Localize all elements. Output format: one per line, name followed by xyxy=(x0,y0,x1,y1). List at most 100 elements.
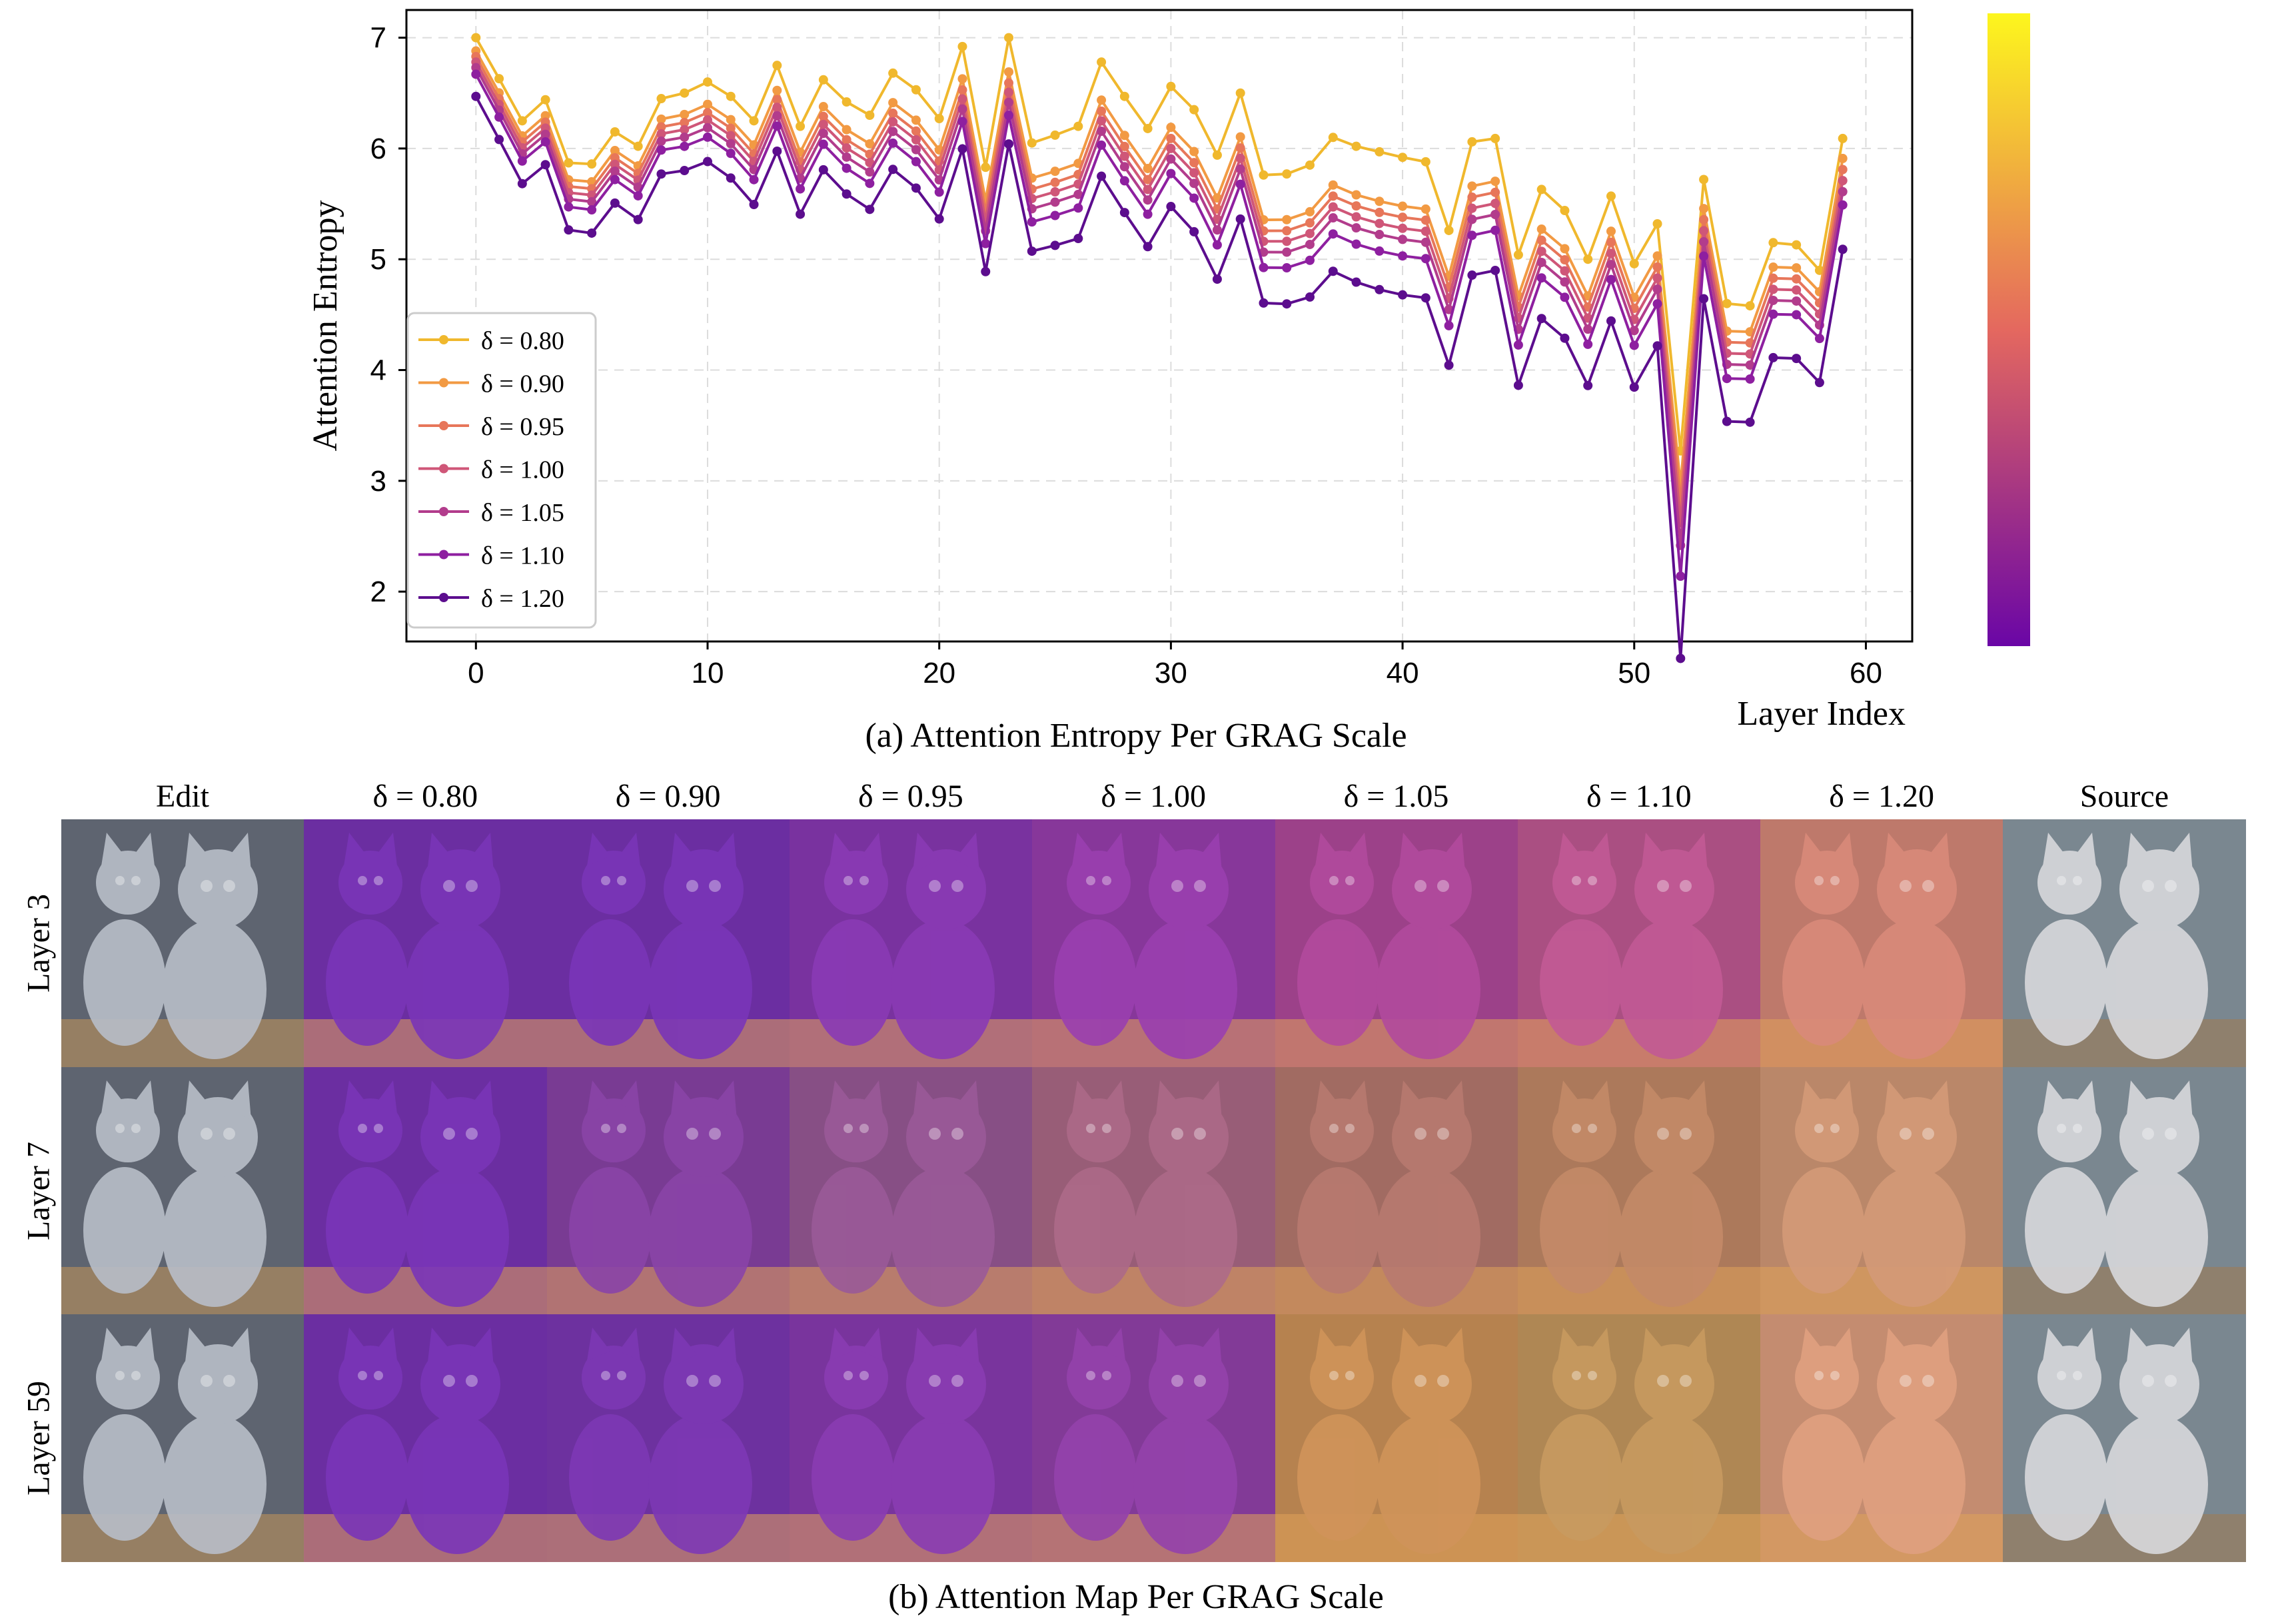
data-point xyxy=(1768,284,1778,294)
data-point xyxy=(1097,57,1107,67)
data-point xyxy=(818,102,828,112)
data-point xyxy=(1722,298,1732,308)
data-point xyxy=(1745,374,1755,384)
data-point xyxy=(656,169,666,179)
edit-image xyxy=(61,819,304,1068)
data-point xyxy=(1097,116,1107,126)
y-tick-label: 3 xyxy=(370,465,386,498)
data-point xyxy=(818,139,828,149)
attention-map-image xyxy=(789,1066,1033,1316)
data-point xyxy=(842,152,852,162)
data-point xyxy=(934,187,944,197)
data-point xyxy=(934,214,944,224)
data-point xyxy=(1699,226,1709,236)
y-tick-label: 2 xyxy=(370,576,386,608)
series-lines xyxy=(471,33,1848,663)
data-point xyxy=(1490,265,1500,275)
data-point xyxy=(1536,246,1546,256)
data-point xyxy=(1838,176,1848,186)
data-point xyxy=(1119,162,1129,172)
data-point xyxy=(1583,254,1593,264)
data-point xyxy=(471,69,481,79)
data-point xyxy=(1814,378,1824,388)
data-point xyxy=(1490,225,1500,235)
data-point xyxy=(587,228,597,238)
x-tick-label: 30 xyxy=(1155,657,1187,689)
data-point xyxy=(1027,217,1037,227)
x-axis-ticks: 0 10 20 30 40 50 60 xyxy=(468,641,1882,689)
data-point xyxy=(1838,200,1848,210)
data-point xyxy=(1606,191,1616,201)
data-point xyxy=(1143,163,1153,173)
data-point xyxy=(1536,235,1546,245)
data-point xyxy=(772,103,782,113)
data-point xyxy=(1420,293,1430,303)
data-point xyxy=(703,157,712,167)
data-point xyxy=(1305,239,1315,249)
attention-map-image xyxy=(1032,1314,1276,1563)
data-point xyxy=(1004,87,1013,97)
data-point xyxy=(1676,572,1686,582)
data-point xyxy=(1838,244,1848,254)
data-point xyxy=(981,163,991,173)
data-point xyxy=(1212,274,1222,284)
attention-map-image xyxy=(1760,1066,2004,1316)
data-point xyxy=(1560,206,1570,216)
data-point xyxy=(796,184,806,194)
data-point xyxy=(1097,106,1107,116)
y-tick-label: 4 xyxy=(370,354,386,387)
data-point xyxy=(1768,262,1778,272)
data-point xyxy=(1305,255,1315,265)
data-point xyxy=(1792,354,1802,364)
data-point xyxy=(981,238,991,248)
data-point xyxy=(703,99,712,109)
data-point xyxy=(911,157,921,167)
data-point xyxy=(1189,226,1199,236)
data-point xyxy=(1189,179,1199,189)
data-point xyxy=(1490,210,1500,220)
data-point xyxy=(1375,147,1385,157)
attention-map-image xyxy=(546,1314,790,1563)
data-point xyxy=(656,129,666,139)
data-point xyxy=(1259,170,1269,180)
data-point xyxy=(680,88,690,98)
data-point xyxy=(1073,234,1083,244)
data-point xyxy=(957,144,967,154)
data-point xyxy=(1838,187,1848,197)
x-tick-label: 60 xyxy=(1850,657,1882,689)
data-point xyxy=(1467,193,1477,203)
data-point xyxy=(1722,374,1732,384)
data-point xyxy=(1444,320,1454,330)
data-point xyxy=(1027,246,1037,256)
data-point xyxy=(1166,133,1176,143)
data-point xyxy=(1375,197,1385,206)
data-point xyxy=(1143,123,1153,133)
data-point xyxy=(1652,251,1662,261)
legend-marker xyxy=(439,378,448,388)
data-point xyxy=(1398,223,1408,233)
data-point xyxy=(656,145,666,155)
data-point xyxy=(911,85,921,95)
row-header: Layer 3 xyxy=(21,893,57,993)
x-axis-label: Layer Index xyxy=(1737,695,1906,733)
data-point xyxy=(1119,151,1129,161)
data-point xyxy=(1513,340,1523,350)
data-point xyxy=(1652,284,1662,294)
legend-marker xyxy=(439,593,448,602)
data-point xyxy=(842,125,852,135)
data-point xyxy=(680,109,690,119)
data-point xyxy=(1420,226,1430,236)
data-point xyxy=(1097,140,1107,150)
data-point xyxy=(1606,316,1616,326)
data-point xyxy=(1351,190,1361,200)
data-point xyxy=(772,95,782,105)
data-point xyxy=(1073,121,1083,131)
data-point xyxy=(703,77,712,87)
data-point xyxy=(1606,248,1616,258)
data-point xyxy=(610,175,620,185)
data-point xyxy=(680,117,690,127)
data-point xyxy=(1420,215,1430,225)
data-point xyxy=(1467,181,1477,191)
data-point xyxy=(865,167,875,177)
attention-map-image xyxy=(1275,819,1518,1068)
